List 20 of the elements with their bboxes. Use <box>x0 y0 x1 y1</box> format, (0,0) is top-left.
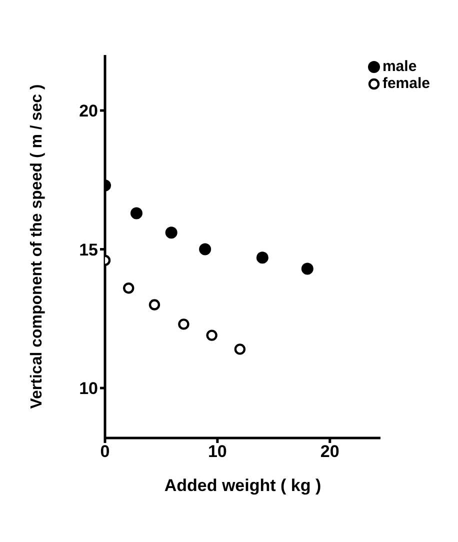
y-tick-label: 20 <box>79 102 98 121</box>
x-axis-title: Added weight ( kg ) <box>164 476 322 495</box>
point <box>148 299 160 310</box>
point <box>206 330 218 341</box>
legend-label: female <box>382 75 430 92</box>
point <box>123 282 134 294</box>
point <box>165 226 178 239</box>
y-tick-label: 15 <box>79 240 98 260</box>
x-tick-label: 0 <box>100 442 110 462</box>
point <box>256 252 268 264</box>
point <box>301 262 314 275</box>
y-tick-label: 10 <box>79 379 98 398</box>
point <box>130 207 142 220</box>
point <box>199 243 212 256</box>
x-tick-label: 10 <box>208 442 227 462</box>
legend-label: male <box>382 58 417 75</box>
point <box>234 344 246 355</box>
x-tick-label: 20 <box>320 442 340 462</box>
point <box>178 318 190 330</box>
y-axis-title: Vertical component of the speed ( m / sec ) <box>28 84 46 409</box>
